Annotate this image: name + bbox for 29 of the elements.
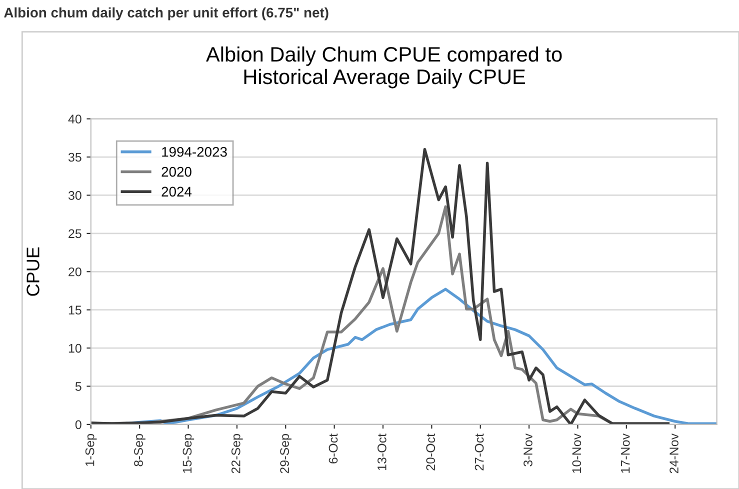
y-tick-label: 25: [68, 229, 82, 238]
x-tick-label: 8-Sep: [134, 434, 146, 466]
x-tick-label: 1-Sep: [85, 434, 97, 466]
chart-title: Albion Daily Chum CPUE compared to Historical Average Daily CPUE: [206, 46, 562, 88]
x-tick-label: 29-Sep: [280, 434, 292, 474]
y-axis-title: CPUE: [26, 247, 40, 296]
y-tick-label: 5: [75, 382, 82, 391]
x-tick-label: 17-Nov: [621, 434, 630, 473]
y-tick-label: 30: [68, 191, 82, 200]
x-tick-label: 20-Oct: [426, 434, 436, 470]
x-tick-label: 6-Oct: [328, 434, 338, 464]
x-tick-label: 22-Sep: [231, 434, 243, 474]
y-tick-label: 20: [68, 267, 82, 276]
line-series: [90, 148, 670, 424]
y-tick-label: 40: [68, 114, 82, 124]
y-tick-label: 15: [68, 306, 82, 314]
y-tick-label: 35: [68, 152, 82, 162]
x-tick-label: 10-Nov: [572, 434, 582, 473]
legend-label: 1994-2023: [162, 146, 227, 157]
legend-label: 2020: [162, 166, 192, 177]
x-tick-label: 13-Oct: [378, 434, 386, 470]
x-tick-label: 3-Nov: [524, 434, 532, 466]
x-tick-label: 27-Oct: [474, 434, 484, 470]
y-tick-label: 0: [75, 420, 82, 430]
legend-label: 2024: [162, 186, 192, 197]
y-tick-label: 10: [68, 344, 82, 353]
text: Albion chum daily catch per unit effort (6.75" net): [4, 7, 328, 20]
x-tick-label: 24-Nov: [670, 434, 678, 474]
x-tick-label: 15-Sep: [182, 434, 194, 473]
